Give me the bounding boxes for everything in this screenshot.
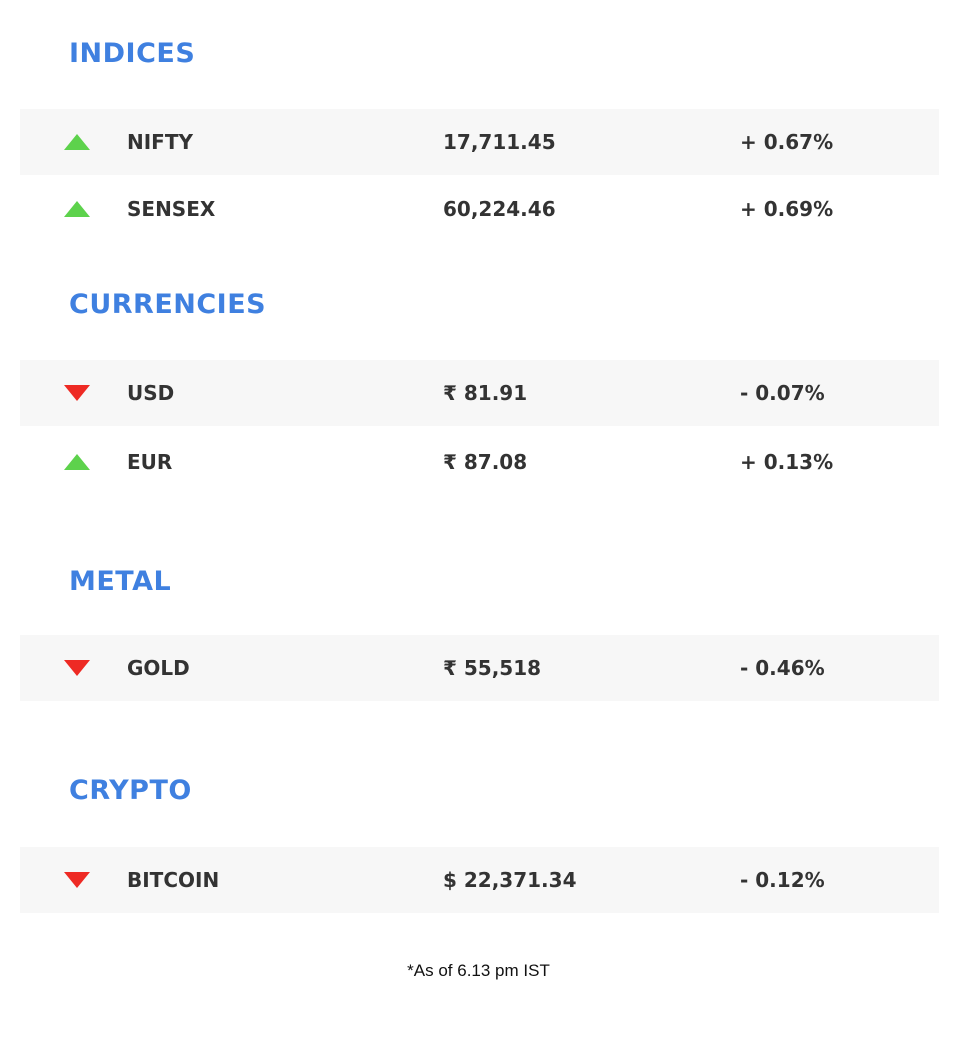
ticker-value: ₹ 55,518 xyxy=(443,656,542,680)
ticker-row-sensex[interactable]: SENSEX 60,224.46 + 0.69% xyxy=(20,176,939,242)
ticker-change: + 0.67% xyxy=(740,130,834,154)
ticker-row-bitcoin[interactable]: BITCOIN $ 22,371.34 - 0.12% xyxy=(20,847,939,913)
triangle-up-icon xyxy=(64,109,90,175)
ticker-name: USD xyxy=(127,381,175,405)
timestamp-footnote: *As of 6.13 pm IST xyxy=(407,961,550,980)
triangle-up-icon xyxy=(64,176,90,242)
ticker-change: - 0.46% xyxy=(740,656,825,680)
ticker-value: ₹ 81.91 xyxy=(443,381,528,405)
ticker-row-usd[interactable]: USD ₹ 81.91 - 0.07% xyxy=(20,360,939,426)
ticker-name: EUR xyxy=(127,450,173,474)
ticker-change: + 0.69% xyxy=(740,197,834,221)
ticker-name: NIFTY xyxy=(127,130,193,154)
triangle-up-icon xyxy=(64,429,90,495)
ticker-change: + 0.13% xyxy=(740,450,834,474)
ticker-value: $ 22,371.34 xyxy=(443,868,577,892)
ticker-value: 17,711.45 xyxy=(443,130,556,154)
ticker-name: GOLD xyxy=(127,656,190,680)
triangle-down-icon xyxy=(64,635,90,701)
triangle-down-icon xyxy=(64,360,90,426)
ticker-name: SENSEX xyxy=(127,197,216,221)
section-title-metal: METAL xyxy=(69,566,172,597)
ticker-name: BITCOIN xyxy=(127,868,220,892)
ticker-value: 60,224.46 xyxy=(443,197,556,221)
section-title-crypto: CRYPTO xyxy=(69,775,192,806)
ticker-value: ₹ 87.08 xyxy=(443,450,528,474)
ticker-row-eur[interactable]: EUR ₹ 87.08 + 0.13% xyxy=(20,429,939,495)
section-title-indices: INDICES xyxy=(69,38,196,69)
ticker-change: - 0.07% xyxy=(740,381,825,405)
triangle-down-icon xyxy=(64,847,90,913)
ticker-change: - 0.12% xyxy=(740,868,825,892)
section-title-currencies: CURRENCIES xyxy=(69,289,267,320)
ticker-row-nifty[interactable]: NIFTY 17,711.45 + 0.67% xyxy=(20,109,939,175)
ticker-row-gold[interactable]: GOLD ₹ 55,518 - 0.46% xyxy=(20,635,939,701)
